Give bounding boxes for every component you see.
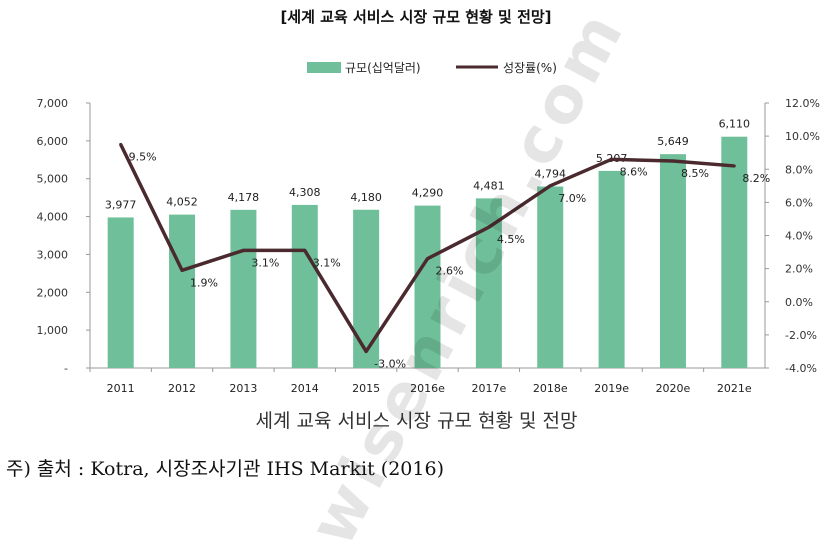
x-tick-label: 2011	[107, 382, 135, 395]
growth-value-label: 8.2%	[742, 172, 770, 185]
bar-value-label: 5,649	[657, 135, 689, 148]
legend-bar-swatch	[307, 62, 341, 73]
bar-value-label: 4,290	[412, 187, 444, 200]
y-left-tick-label: 3,000	[37, 248, 69, 261]
bar	[598, 170, 625, 368]
growth-point	[548, 184, 552, 188]
growth-point	[364, 349, 368, 353]
y-left-tick-label: 5,000	[37, 173, 69, 186]
y-left-tick-label: 2,000	[37, 286, 69, 299]
bar-value-label: 4,178	[228, 191, 260, 204]
growth-value-label: 2.6%	[436, 265, 464, 278]
growth-value-label: 1.9%	[190, 276, 218, 289]
y-right-tick-label: -4.0%	[785, 362, 817, 375]
x-tick-label: 2019e	[594, 382, 629, 395]
x-tick-label: 2014	[291, 382, 319, 395]
bar	[353, 209, 380, 368]
x-tick-label: 2018e	[533, 382, 568, 395]
growth-value-label: 3.1%	[251, 256, 279, 269]
bar	[107, 217, 134, 368]
y-right-tick-label: 0.0%	[785, 296, 813, 309]
y-left-tick-label: 1,000	[37, 324, 69, 337]
growth-point	[303, 248, 307, 252]
x-tick-label: 2015	[352, 382, 380, 395]
x-tick-label: 2021e	[717, 382, 752, 395]
y-right-tick-label: -2.0%	[785, 329, 817, 342]
chart-title: [세계 교육 서비스 시장 규모 현황 및 전망]	[280, 8, 551, 26]
growth-point	[610, 157, 614, 161]
growth-point	[119, 142, 123, 146]
bar-value-label: 4,481	[473, 179, 505, 192]
bar	[659, 154, 686, 368]
x-tick-label: 2016e	[410, 382, 445, 395]
bar	[414, 205, 441, 368]
growth-point	[671, 159, 675, 163]
bar-value-label: 4,308	[289, 186, 321, 199]
growth-point	[487, 225, 491, 229]
y-right-tick-label: 2.0%	[785, 263, 813, 276]
bar-value-label: 4,052	[166, 196, 198, 209]
bar	[475, 198, 502, 368]
y-left-tick-label: 4,000	[37, 211, 69, 224]
bar	[537, 186, 564, 368]
growth-value-label: 9.5%	[129, 150, 157, 163]
y-right-tick-label: 10.0%	[785, 130, 820, 143]
bar-value-label: 6,110	[719, 118, 751, 131]
y-right-tick-label: 4.0%	[785, 230, 813, 243]
y-left-tick-label: -	[64, 362, 68, 375]
growth-value-label: 7.0%	[558, 192, 586, 205]
chart: [세계 교육 서비스 시장 규모 현황 및 전망] 규모(십억달러) 성장률(%) -…	[37, 8, 820, 395]
bar	[230, 209, 257, 368]
growth-point	[732, 164, 736, 168]
growth-value-label: 4.5%	[497, 233, 525, 246]
bar-value-label: 4,794	[534, 168, 566, 181]
y-right-tick-label: 6.0%	[785, 196, 813, 209]
y-left-tick-label: 6,000	[37, 135, 69, 148]
growth-point	[426, 257, 429, 261]
x-tick-label: 2013	[229, 382, 257, 395]
y-right-tick-label: 8.0%	[785, 163, 813, 176]
legend-line-label: 성장률(%)	[503, 61, 557, 75]
growth-value-label: 8.6%	[620, 165, 648, 178]
bar	[291, 204, 318, 368]
growth-value-label: 8.5%	[681, 167, 709, 180]
source-note: 주) 출처 : Kotra, 시장조사기관 IHS Markit (2016)	[6, 458, 444, 480]
growth-value-label: -3.0%	[374, 357, 406, 370]
bar-value-label: 3,977	[105, 198, 137, 211]
x-tick-label: 2017e	[471, 382, 506, 395]
legend-bar-label: 규모(십억달러)	[345, 61, 421, 75]
bar	[169, 214, 196, 368]
growth-point	[180, 268, 184, 272]
bar	[721, 136, 748, 368]
figure-caption: 세계 교육 서비스 시장 규모 현황 및 전망	[255, 410, 578, 432]
y-right-tick-label: 12.0%	[785, 97, 820, 110]
x-tick-label: 2020e	[656, 382, 691, 395]
growth-point	[241, 248, 245, 252]
y-left-tick-label: 7,000	[37, 97, 69, 110]
x-tick-label: 2012	[168, 382, 196, 395]
growth-value-label: 3.1%	[313, 256, 341, 269]
bar-value-label: 4,180	[350, 191, 382, 204]
